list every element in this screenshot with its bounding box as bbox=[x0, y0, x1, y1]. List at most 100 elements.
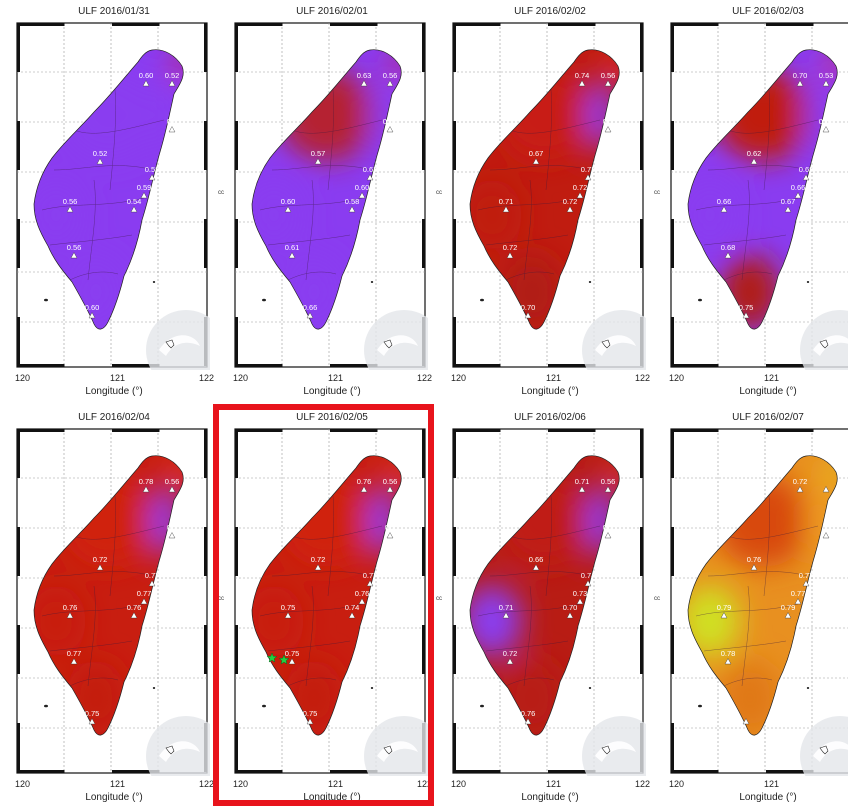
station-marker bbox=[88, 312, 96, 319]
station-value: 0.77 bbox=[799, 571, 814, 580]
station-value: 0.5 bbox=[603, 117, 613, 126]
station-marker bbox=[724, 658, 732, 665]
station-marker bbox=[502, 206, 510, 213]
map-frame: 0.78 0.56 0.7 0.72 0.77 0.77 0.76 0.76 0.77 0.75 bbox=[16, 428, 210, 776]
station-value: 0.56 bbox=[165, 477, 180, 486]
tick-label: 122 bbox=[417, 779, 433, 789]
tick-label: 121 bbox=[328, 779, 344, 789]
side-label: cc bbox=[218, 596, 224, 602]
tick-label: 121 bbox=[546, 779, 562, 789]
station-marker bbox=[796, 486, 804, 493]
station-marker bbox=[306, 718, 314, 725]
station-marker bbox=[130, 206, 138, 213]
station-value: 0.75 bbox=[85, 709, 100, 718]
station-marker bbox=[720, 612, 728, 619]
station-value: 0.71 bbox=[499, 197, 514, 206]
x-axis-label: Longitude (°) bbox=[303, 792, 361, 803]
tick-label: 120 bbox=[451, 779, 467, 789]
tick-label: 122 bbox=[199, 373, 215, 383]
station-value: 0.75 bbox=[281, 603, 296, 612]
station-marker bbox=[750, 158, 758, 165]
station-marker bbox=[750, 564, 758, 571]
station-marker bbox=[96, 158, 104, 165]
panel-title: ULF 2016/02/04 bbox=[78, 412, 150, 423]
x-axis-label: Longitude (°) bbox=[85, 792, 143, 803]
station-marker bbox=[822, 80, 830, 87]
station-value: 0.66 bbox=[717, 197, 732, 206]
station-value: 0.52 bbox=[93, 149, 108, 158]
tick-label: 121 bbox=[110, 373, 126, 383]
station-marker bbox=[532, 564, 540, 571]
station-value: 0.74 bbox=[581, 571, 596, 580]
station-marker bbox=[386, 80, 394, 87]
tick-label: 120 bbox=[669, 779, 685, 789]
station-value: 0.72 bbox=[503, 243, 518, 252]
map-panel: ULF 2016/02/05 0.76 0.56 0.7 0.72 0.77 0.76 0.7… bbox=[232, 410, 442, 803]
station-marker bbox=[168, 486, 176, 493]
station-marker bbox=[386, 532, 394, 539]
station-marker bbox=[168, 126, 176, 133]
station-value: 0.56 bbox=[67, 243, 82, 252]
station-value: 0.74 bbox=[575, 71, 590, 80]
station-value: 0.7 bbox=[385, 523, 395, 532]
station-value: 0.60 bbox=[281, 197, 296, 206]
station-marker bbox=[358, 192, 366, 199]
station-marker bbox=[566, 206, 574, 213]
station-value: 0.60 bbox=[355, 183, 370, 192]
station-value: 0.76 bbox=[355, 589, 370, 598]
station-marker bbox=[784, 612, 792, 619]
map-frame: 0.72 0.76 0.77 0.77 0.79 0.79 0.78 bbox=[670, 428, 848, 776]
map-frame: 0.76 0.56 0.7 0.72 0.77 0.76 0.75 0.74 0.75 0.75 bbox=[234, 428, 428, 776]
station-value: 0.54 bbox=[127, 197, 142, 206]
station-value: 0.70 bbox=[563, 603, 578, 612]
x-axis-label: Longitude (°) bbox=[739, 792, 797, 803]
map-panel: ULF 2016/02/06 0.71 0.56 0.7 0.66 0.74 0.73 0.7… bbox=[450, 410, 660, 803]
map-panel: ULF 2016/02/02 0.74 0.56 0.5 0.67 0.73 0.72 0.7… bbox=[450, 4, 660, 397]
station-value: 0.56 bbox=[63, 197, 78, 206]
station-value: 0.76 bbox=[63, 603, 78, 612]
station-marker bbox=[524, 718, 532, 725]
station-marker bbox=[532, 158, 540, 165]
station-marker bbox=[742, 718, 750, 725]
station-value: 0.72 bbox=[311, 555, 326, 564]
station-marker bbox=[604, 126, 612, 133]
station-marker bbox=[288, 658, 296, 665]
station-value: 0.76 bbox=[127, 603, 142, 612]
x-axis-label: Longitude (°) bbox=[521, 386, 579, 397]
station-value: 0.77 bbox=[791, 589, 806, 598]
station-value: 0.77 bbox=[67, 649, 82, 658]
station-value: 0.52 bbox=[165, 71, 180, 80]
station-value: 0.6 bbox=[167, 117, 177, 126]
station-value: 0.58 bbox=[345, 197, 360, 206]
station-value: 0.61 bbox=[285, 243, 300, 252]
station-value: 0.67 bbox=[529, 149, 544, 158]
station-marker bbox=[506, 658, 514, 665]
station-marker bbox=[794, 598, 802, 605]
station-marker bbox=[822, 532, 830, 539]
station-marker bbox=[168, 532, 176, 539]
station-marker bbox=[604, 80, 612, 87]
station-value: 0.60 bbox=[139, 71, 154, 80]
x-axis-label: Longitude (°) bbox=[85, 386, 143, 397]
station-value: 0.54 bbox=[819, 117, 834, 126]
station-marker bbox=[358, 598, 366, 605]
station-marker bbox=[88, 718, 96, 725]
station-marker bbox=[284, 206, 292, 213]
station-marker bbox=[578, 80, 586, 87]
station-value: 0.72 bbox=[563, 197, 578, 206]
station-marker bbox=[720, 206, 728, 213]
station-value: 0.7 bbox=[603, 523, 613, 532]
station-marker bbox=[366, 174, 374, 181]
station-value: 0.62 bbox=[747, 149, 762, 158]
station-value: 0.56 bbox=[383, 477, 398, 486]
station-marker bbox=[584, 580, 592, 587]
station-value: 0.72 bbox=[93, 555, 108, 564]
station-value: 0.60 bbox=[85, 303, 100, 312]
panel-title: ULF 2016/02/06 bbox=[514, 412, 586, 423]
station-marker bbox=[140, 598, 148, 605]
station-marker bbox=[506, 252, 514, 259]
station-marker bbox=[70, 658, 78, 665]
station-value: 0.58 bbox=[145, 165, 160, 174]
station-marker bbox=[576, 192, 584, 199]
station-value: 0.75 bbox=[285, 649, 300, 658]
